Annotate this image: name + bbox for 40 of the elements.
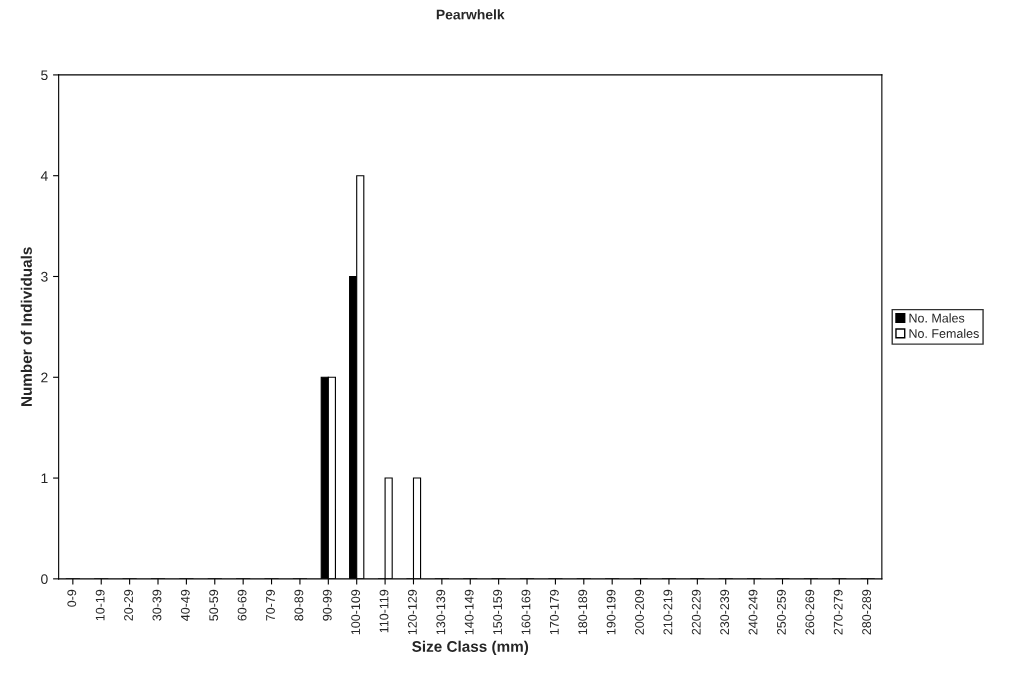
legend-label: No. Females [909, 328, 979, 338]
y-tick-label: 4 [40, 171, 48, 181]
x-axis-title: Size Class (mm) [412, 640, 529, 655]
x-tick-label: 140-149 [464, 589, 474, 635]
x-tick-label: 130-139 [436, 589, 446, 635]
x-tick-label: 230-239 [720, 589, 730, 635]
x-tick-label: 80-89 [294, 589, 304, 621]
x-tick-label: 200-209 [635, 589, 644, 635]
y-tick-label: 0 [41, 574, 48, 585]
x-tick-label: 60-69 [237, 589, 247, 621]
x-tick-label: 260-269 [805, 589, 815, 635]
x-tick-label: 160-169 [521, 589, 531, 635]
x-tick-label: 220-229 [691, 589, 701, 635]
x-tick-label: 10-19 [95, 589, 105, 621]
x-tick-label: 150-159 [493, 589, 502, 635]
y-axis-title: Number of Individuals [20, 247, 32, 407]
x-tick-label: 280-289 [862, 589, 872, 635]
y-tick-label: 5 [41, 70, 48, 81]
x-tick-label: 170-179 [549, 589, 559, 635]
x-tick-label: 90-99 [322, 589, 332, 621]
x-tick-label: 120-129 [407, 589, 417, 635]
x-tick-label: 70-79 [266, 589, 275, 621]
x-tick-label: 250-259 [777, 589, 786, 635]
x-tick-label: 0-9 [67, 589, 77, 607]
x-tick-label: 100-109 [351, 589, 361, 635]
x-tick-label: 30-39 [152, 589, 162, 621]
x-tick-label: 40-49 [180, 589, 190, 621]
x-tick-label: 240-249 [748, 589, 758, 635]
x-tick-label: 50-59 [209, 589, 219, 621]
x-tick-label: 190-199 [606, 589, 616, 635]
legend-label: No. Males [909, 313, 965, 323]
y-tick-label: 1 [41, 473, 48, 484]
x-tick-label: 210-219 [663, 589, 673, 635]
x-tick-label: 20-29 [124, 589, 133, 621]
y-tick-label: 2 [41, 372, 48, 383]
x-tick-label: 110-119 [379, 589, 389, 633]
y-tick-label: 3 [41, 271, 48, 282]
chart-title: Pearwhelk [436, 9, 505, 20]
x-tick-label: 180-189 [578, 589, 588, 635]
x-tick-label: 270-279 [833, 589, 843, 635]
